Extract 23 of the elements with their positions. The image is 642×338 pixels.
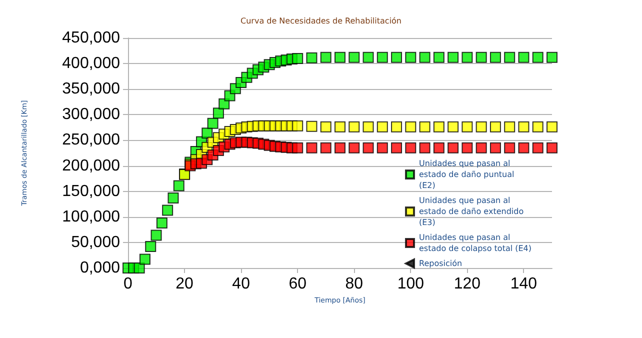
x-tick-label: 100 <box>397 276 424 292</box>
legend-label: Unidades que pasan al estado de colapso total (E4) <box>419 233 532 253</box>
x-tick-label: 140 <box>510 276 538 292</box>
legend-label: Unidades que pasan al estado de daño puntual (E2) <box>419 159 517 190</box>
x-tick-label: 80 <box>345 276 364 292</box>
x-tick-label: 0 <box>124 276 133 292</box>
x-tick-label: 40 <box>232 276 250 292</box>
x-tick-label: 60 <box>288 276 307 292</box>
legend-label: Unidades que pasan al estado de daño extendido (E3) <box>419 196 526 227</box>
y-tick-label: 50,000 <box>71 234 120 251</box>
y-tick-label: 200,000 <box>62 157 120 174</box>
chart-title: Curva de Necesidades de Rehabilitación <box>240 16 402 26</box>
y-tick-label: 0,000 <box>80 260 120 276</box>
x-tick-label: 20 <box>176 276 194 292</box>
y-tick-label: 250,000 <box>62 132 120 149</box>
legend-label: Reposición <box>419 259 462 268</box>
y-tick-label: 150,000 <box>62 182 120 200</box>
y-tick-label: 350,000 <box>62 80 120 98</box>
y-tick-label: 300,000 <box>62 106 120 124</box>
y-tick-label: 400,000 <box>62 55 120 72</box>
y-tick-label: 100,000 <box>62 208 120 226</box>
y-tick-label: 450,000 <box>62 30 120 46</box>
x-tick-label: 120 <box>454 276 481 292</box>
